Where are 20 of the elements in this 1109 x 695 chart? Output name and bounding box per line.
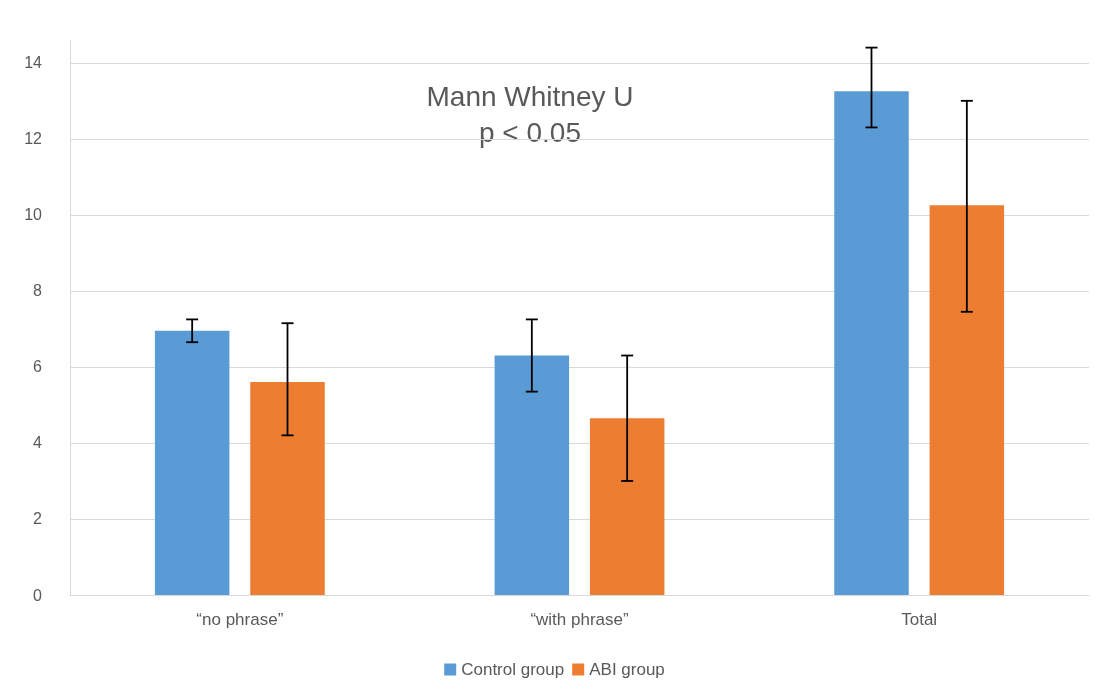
y-tick-label: 10 <box>24 206 43 224</box>
x-tick-label: “no phrase” <box>196 610 284 629</box>
y-tick-label: 6 <box>33 358 43 376</box>
annotation: Mann Whitney U <box>426 80 634 112</box>
bar <box>250 382 325 595</box>
bar <box>589 418 665 595</box>
legend-label: Control group <box>461 660 565 679</box>
x-tick-label: “with phrase” <box>530 610 629 629</box>
y-tick-label: 2 <box>33 510 43 528</box>
bar <box>494 355 570 595</box>
bar <box>154 330 230 595</box>
y-tick-label: 4 <box>33 434 43 452</box>
y-tick-label: 12 <box>24 130 43 148</box>
y-tick-label: 8 <box>33 282 43 300</box>
bar <box>929 205 1005 595</box>
y-tick-label: 14 <box>24 54 43 72</box>
legend-label: ABI group <box>589 660 665 679</box>
y-tick-label: 0 <box>33 586 43 604</box>
x-tick-label: Total <box>901 610 938 629</box>
bar <box>834 91 909 595</box>
